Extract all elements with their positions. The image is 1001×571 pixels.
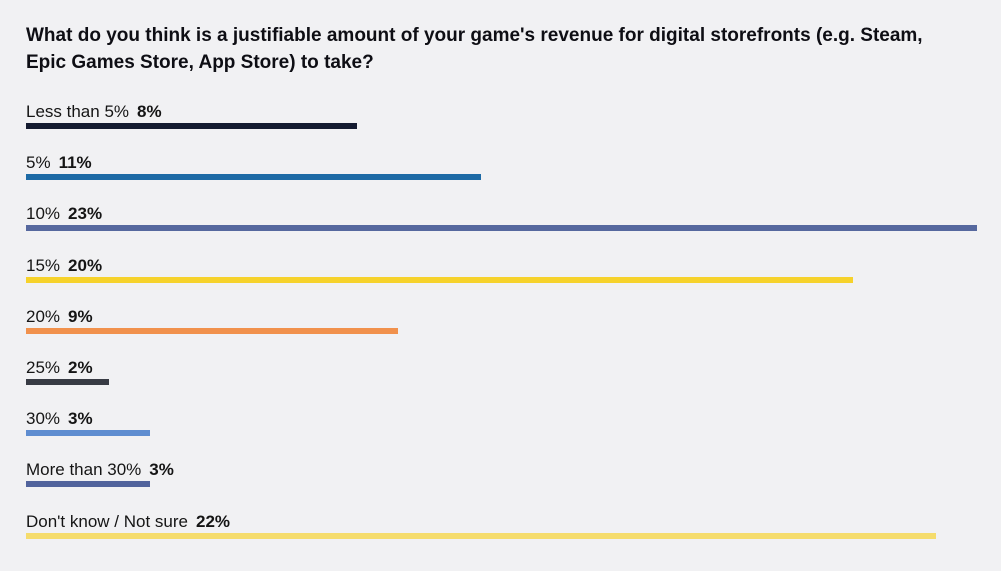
category-name: Less than 5% — [26, 102, 130, 121]
chart-title: What do you think is a justifiable amoun… — [26, 25, 923, 73]
category-name: 10% — [26, 204, 61, 224]
bar-row: 5% 11% — [26, 152, 986, 192]
bar — [26, 123, 357, 129]
bar — [26, 379, 109, 385]
category-name: Don't know / Not sure — [26, 511, 188, 531]
bar — [26, 430, 151, 437]
data-label: 9% — [68, 306, 93, 326]
category-label: More than 30% 3% — [26, 459, 174, 481]
bar-row: Less than 5% 8% — [26, 101, 986, 141]
category-label: 20% 9% — [26, 306, 93, 328]
category-name: 20% — [26, 306, 61, 326]
bar-row: 10% 23% — [26, 203, 986, 243]
category-label: 25% 2% — [26, 357, 93, 379]
bar-row: More than 30% 3% — [26, 459, 986, 499]
category-label: 30% 3% — [26, 408, 93, 430]
data-label: 2% — [68, 358, 93, 377]
category-name: 5% — [26, 153, 51, 173]
bar — [26, 174, 481, 181]
bar-row: 15% 20% — [26, 255, 986, 295]
bar-row: 30% 3% — [26, 408, 986, 448]
category-name: 30% — [26, 409, 61, 429]
data-label: 3% — [149, 460, 174, 480]
category-label: Less than 5% 8% — [26, 101, 162, 123]
category-name: 25% — [26, 358, 61, 377]
data-label: 20% — [68, 255, 103, 275]
bar — [26, 481, 151, 488]
category-label: Don't know / Not sure 22% — [26, 511, 230, 533]
data-label: 11% — [58, 153, 92, 173]
category-label: 10% 23% — [26, 203, 102, 225]
bar — [26, 225, 977, 232]
bar-row: Don't know / Not sure 22% — [26, 511, 986, 551]
bar — [26, 327, 399, 334]
category-name: More than 30% — [26, 460, 142, 480]
category-label: 15% 20% — [26, 255, 102, 277]
bar-row: 25% 2% — [26, 357, 986, 397]
data-label: 3% — [68, 409, 93, 429]
bar — [26, 276, 853, 283]
data-label: 22% — [195, 511, 231, 531]
data-label: 23% — [68, 204, 103, 224]
data-label: 8% — [137, 102, 162, 121]
bar-row: 20% 9% — [26, 306, 986, 346]
bar — [26, 532, 936, 539]
category-name: 15% — [26, 255, 61, 275]
category-label: 5% 11% — [26, 152, 92, 174]
